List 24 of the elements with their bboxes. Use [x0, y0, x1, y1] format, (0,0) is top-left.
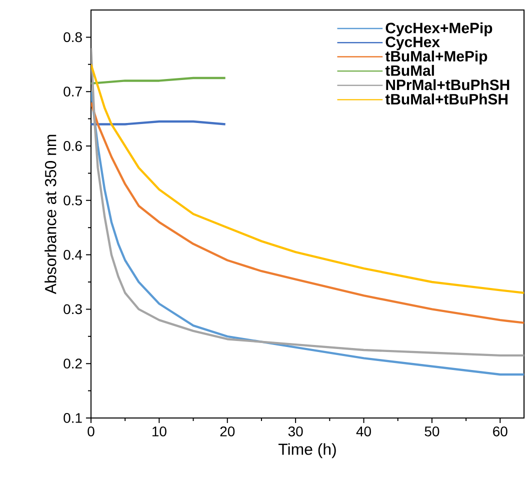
legend-label: NPrMal+tBuPhSH: [386, 79, 510, 90]
x-tick-label: 20: [220, 426, 235, 436]
x-axis-title: Time (h): [278, 443, 336, 458]
y-axis-title: Absorbance at 350 nm: [44, 134, 56, 294]
x-tick-label: 50: [424, 426, 440, 436]
y-tick-label: 0.3: [64, 304, 82, 314]
line-series: [91, 63, 524, 294]
x-tick-label: 10: [152, 426, 166, 436]
legend-label: tBuMal+MePip: [385, 50, 488, 65]
x-tick-label: 0: [88, 426, 94, 436]
y-tick-label: 0.1: [64, 413, 82, 423]
y-tick-label: 0.7: [64, 86, 82, 97]
y-tick-label: 0.4: [64, 250, 82, 260]
x-tick-label: 60: [493, 426, 508, 436]
legend-label: CycHex: [386, 36, 440, 50]
legend-label: tBuMal+tBuPhSH: [385, 94, 508, 104]
y-tick-label: 0.8: [64, 32, 82, 42]
y-tick-label: 0.5: [64, 195, 82, 206]
x-tick-label: 40: [356, 426, 371, 436]
legend-label: CycHex+MePip: [386, 22, 492, 36]
x-tick-label: 30: [288, 426, 303, 436]
y-tick-label: 0.6: [64, 141, 82, 151]
legend-label: tBuMal: [385, 64, 434, 76]
y-tick-label: 0.2: [64, 358, 82, 369]
